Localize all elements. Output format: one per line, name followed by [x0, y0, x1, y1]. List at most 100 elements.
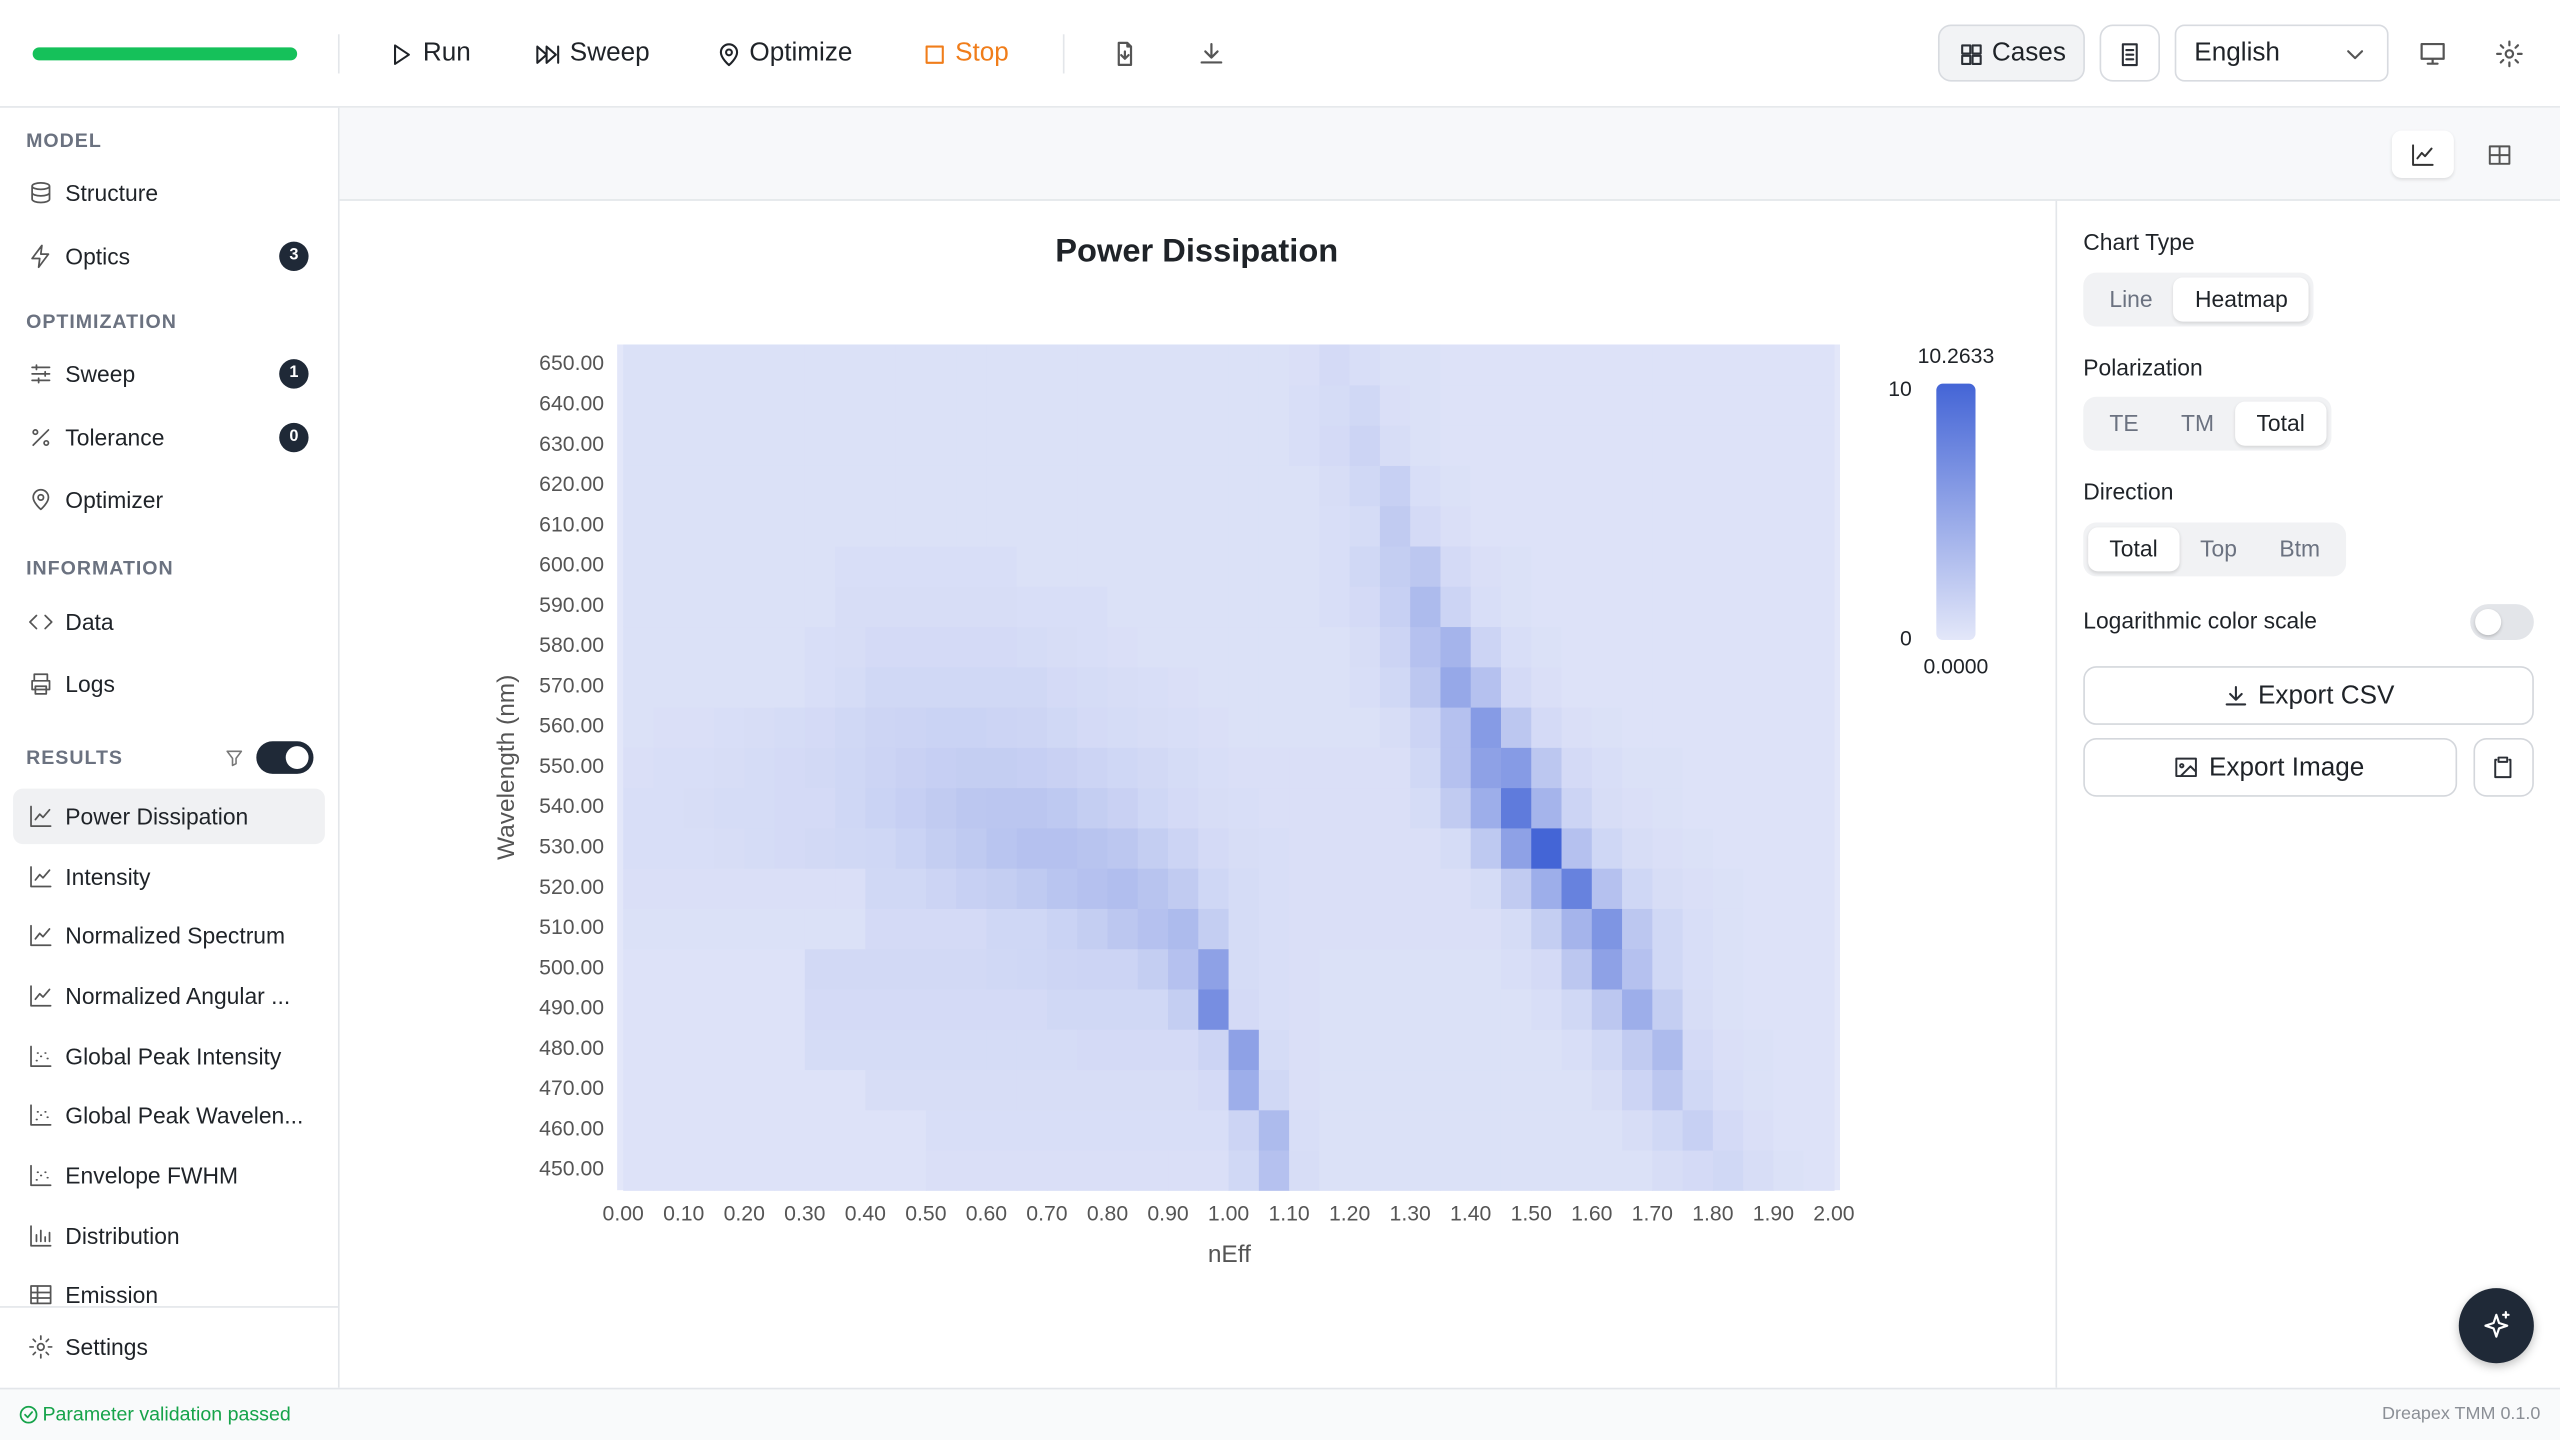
heatmap-cell	[1046, 1109, 1078, 1151]
heatmap-cell	[774, 948, 806, 990]
notes-button[interactable]	[2099, 24, 2160, 82]
x-tick-label: 0.60	[966, 1202, 1007, 1225]
heatmap-cell	[804, 1069, 836, 1111]
heatmap-cell	[865, 1149, 897, 1191]
nav-item[interactable]: Optimizer	[65, 486, 164, 513]
heatmap-cell	[1258, 908, 1290, 950]
segment[interactable]: TE	[2109, 409, 2139, 436]
heatmap-cell	[865, 425, 897, 466]
heatmap-cell	[623, 787, 655, 829]
heatmap-cell	[1107, 1109, 1139, 1151]
nav-item[interactable]: Sweep	[65, 360, 136, 387]
icon	[2494, 756, 2512, 779]
nav-item[interactable]: Settings	[65, 1333, 148, 1360]
toolbar-button[interactable]: Run	[422, 39, 471, 67]
heatmap-cell	[895, 787, 927, 829]
icon	[29, 614, 53, 630]
nav-item[interactable]: Global Peak Intensity	[65, 1043, 282, 1070]
x-tick-label: 1.00	[1208, 1202, 1249, 1225]
heatmap-cell	[865, 1029, 897, 1071]
heatmap-cell	[1379, 988, 1411, 1030]
heatmap-cell	[986, 626, 1018, 668]
export-csv-button[interactable]	[2083, 666, 2534, 725]
heatmap-cell	[986, 1029, 1018, 1071]
copy-button[interactable]	[2473, 737, 2534, 797]
heatmap-cell	[1077, 827, 1109, 869]
nav-item[interactable]: Normalized Angular ...	[65, 982, 291, 1009]
export-image-button[interactable]	[2083, 737, 2458, 797]
heatmap-cell	[653, 505, 685, 547]
heatmap-cell	[623, 586, 655, 628]
toolbar-button[interactable]: Stop	[955, 39, 1009, 67]
heatmap-cell	[1016, 465, 1048, 507]
heatmap-cell	[895, 344, 927, 386]
badge: 1	[279, 359, 309, 389]
segment[interactable]: Btm	[2279, 535, 2321, 562]
heatmap-cell	[1410, 626, 1442, 668]
heatmap-cell	[1379, 384, 1411, 426]
nav-item[interactable]: Tolerance	[65, 424, 165, 451]
heatmap-cell	[1168, 1149, 1199, 1191]
heatmap-cell	[1198, 465, 1230, 507]
heatmap-cell	[1440, 505, 1472, 547]
heatmap-cell	[653, 747, 685, 789]
chart-title: Power Dissipation	[1055, 232, 1338, 269]
heatmap-cell	[804, 586, 836, 628]
heatmap-cell	[1016, 586, 1048, 628]
language-select[interactable]	[2174, 24, 2389, 82]
heatmap-cell	[683, 586, 715, 628]
nav-item[interactable]: Distribution	[65, 1222, 180, 1249]
heatmap-cell	[1349, 666, 1381, 708]
heatmap-cell	[1531, 706, 1563, 748]
y-tick-label: 470.00	[539, 1077, 604, 1100]
nav-item[interactable]: Data	[65, 608, 114, 636]
segment[interactable]: TM	[2181, 409, 2215, 436]
nav-item[interactable]: Structure	[65, 179, 159, 206]
x-tick-label: 1.50	[1511, 1202, 1552, 1225]
results-toggle[interactable]	[256, 741, 314, 774]
icon	[31, 673, 51, 695]
nav-item[interactable]: Power Dissipation	[65, 803, 249, 830]
heatmap-cell	[1046, 787, 1078, 829]
icon-path	[719, 42, 738, 66]
heatmap-cell	[1773, 1149, 1805, 1191]
nav-item[interactable]: Global Peak Wavelen...	[65, 1102, 304, 1129]
heatmap-cell	[1773, 666, 1805, 708]
heatmap-cell	[1319, 706, 1351, 748]
nav-item[interactable]: Optics	[65, 243, 131, 270]
heatmap-cell	[1258, 344, 1290, 386]
toolbar-button[interactable]: Sweep	[569, 39, 650, 67]
segment[interactable]: Heatmap	[2173, 277, 2310, 322]
topbar-border	[0, 106, 2560, 108]
heatmap-cell	[835, 868, 866, 909]
segment[interactable]: Total	[2088, 527, 2179, 572]
segment[interactable]: Line	[2109, 285, 2153, 312]
heatmap-cell	[804, 827, 836, 869]
heatmap-cell	[1561, 787, 1593, 829]
heatmap-cell	[1379, 908, 1411, 950]
nav-item[interactable]: Intensity	[65, 863, 151, 890]
segment[interactable]: Total	[2235, 401, 2327, 446]
heatmap-cell	[1561, 908, 1593, 950]
heatmap-cell	[1137, 827, 1169, 869]
heatmap-cell	[1682, 344, 1714, 386]
segment[interactable]: Top	[2200, 535, 2237, 562]
heatmap-cell	[1531, 344, 1563, 386]
heatmap-cell	[1622, 868, 1653, 909]
heatmap-cell	[1712, 666, 1744, 708]
nav-item[interactable]: Envelope FWHM	[65, 1162, 239, 1189]
toolbar-button[interactable]: Optimize	[749, 39, 853, 67]
heatmap-cell	[1682, 505, 1714, 547]
heatmap-cell	[1743, 1029, 1775, 1071]
nav-item[interactable]: Logs	[65, 671, 115, 698]
log-toggle[interactable]	[2470, 604, 2534, 640]
heatmap-cell	[1803, 465, 1835, 507]
nav-item[interactable]: Emission	[65, 1281, 159, 1307]
icon	[30, 1285, 52, 1305]
heatmap-cell	[1440, 626, 1472, 668]
assistant-button[interactable]	[2458, 1288, 2534, 1364]
heatmap-cell	[714, 344, 745, 386]
heatmap-cell	[1289, 868, 1321, 909]
heatmap-cell	[1258, 384, 1290, 426]
nav-item[interactable]: Normalized Spectrum	[65, 922, 286, 949]
